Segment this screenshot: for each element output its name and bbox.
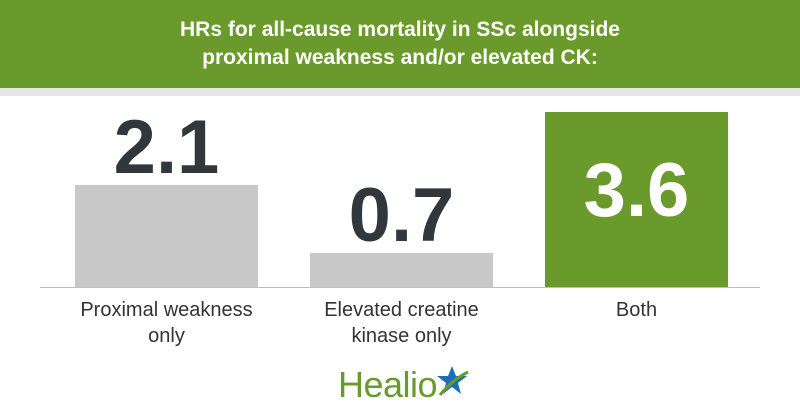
header: HRs for all-cause mortality in SSc along… [0,0,800,88]
value-label: 0.7 [349,173,455,258]
bar [310,252,493,287]
value-label: 2.1 [114,105,220,190]
logo-text: Healio [338,364,438,405]
chart-title: HRs for all-cause mortality in SSc along… [180,18,620,69]
bar [545,112,728,287]
value-label: 3.6 [584,148,690,233]
category-label: Both [615,299,658,321]
category-label: Elevated creatine kinase only [324,299,479,347]
logo-swoosh [438,370,469,396]
divider [0,88,800,96]
category-label: Proximal weakness only [80,299,253,347]
logo-star [437,366,467,394]
bar [75,184,258,287]
